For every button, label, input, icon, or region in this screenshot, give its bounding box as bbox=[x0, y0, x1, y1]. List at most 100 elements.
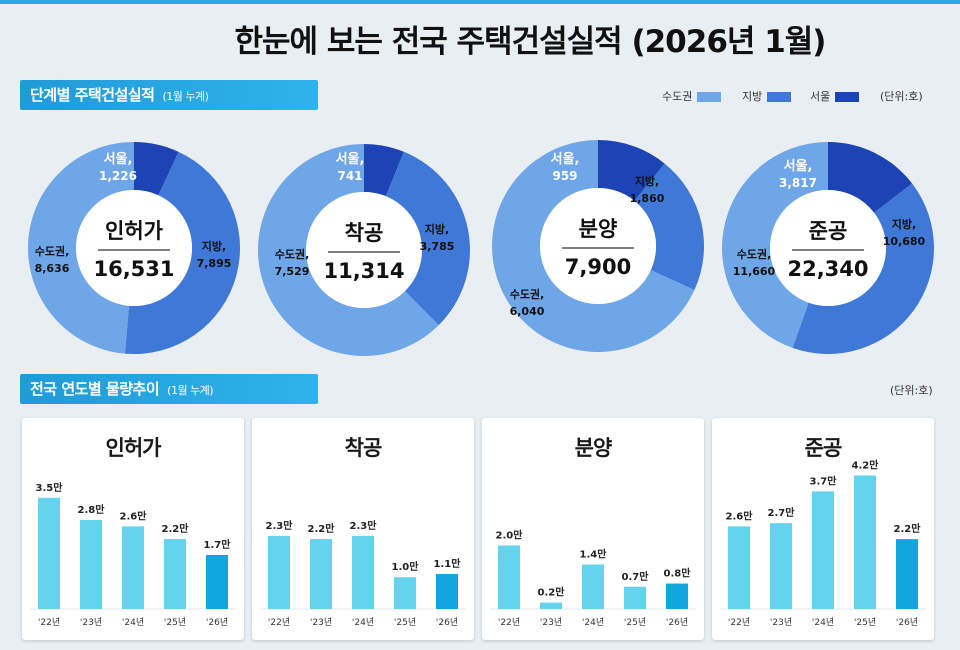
donut-slice-value: 3,785 bbox=[420, 240, 455, 253]
bar-value-label: 2.3만 bbox=[266, 519, 294, 532]
bar bbox=[164, 539, 186, 609]
donut-0: 인허가 16,531 수도권, 8,636 서울, 1,226 지방, 7,895 bbox=[27, 142, 241, 355]
bar-value-label: 2.3만 bbox=[350, 519, 378, 532]
bar-value-label: 0.2만 bbox=[538, 586, 566, 599]
legend-item-seoul: 서울 bbox=[810, 88, 860, 104]
bar-value-label: 2.2만 bbox=[894, 522, 922, 535]
x-tick-label: '23년 bbox=[310, 617, 332, 628]
bar-value-label: 3.5만 bbox=[36, 481, 64, 494]
donut-slice-label: 지방, bbox=[202, 239, 226, 253]
bar-chart-complete: 2.6만 '22년 2.7만 '23년 3.7만 '24년 4.2만 '25년 2.2만 '26년 bbox=[720, 459, 926, 628]
bar-value-label: 2.2만 bbox=[308, 522, 336, 535]
unit-label-top: (단위:호) bbox=[880, 90, 923, 103]
x-tick-label: '24년 bbox=[122, 617, 144, 628]
legend-swatch-local bbox=[767, 92, 792, 102]
donut-slice-label: 서울, bbox=[551, 151, 580, 167]
x-tick-label: '23년 bbox=[540, 617, 562, 628]
bar bbox=[122, 526, 144, 609]
donut-hole bbox=[770, 190, 886, 306]
donut-slice-value: 7,529 bbox=[275, 265, 310, 278]
donut-slice-서울 bbox=[828, 142, 913, 213]
bar bbox=[728, 526, 750, 609]
bar bbox=[394, 577, 416, 609]
bar bbox=[352, 535, 374, 609]
legend-label: 지방 bbox=[742, 90, 763, 103]
bar-value-label: 2.8만 bbox=[78, 503, 106, 516]
x-tick-label: '22년 bbox=[38, 617, 60, 628]
bar-card-complete: 준공 2.6만 '22년 2.7만 '23년 3.7만 '24년 4.2만 '25년 2.2만 '… bbox=[712, 418, 934, 640]
x-tick-label: '23년 bbox=[770, 617, 792, 628]
donut-slice-label: 서울, bbox=[336, 151, 365, 167]
donut-slice-서울 bbox=[364, 144, 404, 197]
donut-hole bbox=[76, 190, 192, 306]
x-tick-label: '22년 bbox=[498, 617, 520, 628]
bar bbox=[310, 539, 332, 609]
bar-card-title: 인허가 bbox=[105, 436, 162, 460]
donut-slice-지방 bbox=[124, 151, 241, 355]
bar bbox=[38, 497, 60, 609]
x-tick-label: '22년 bbox=[728, 617, 750, 628]
bar bbox=[582, 564, 604, 609]
donut-center-label: 착공 bbox=[345, 221, 384, 245]
page-title: 한눈에 보는 전국 주택건설실적 (2026년 1월) bbox=[234, 24, 827, 60]
donut-slice-label: 지방, bbox=[892, 217, 916, 231]
bar bbox=[812, 491, 834, 609]
donut-3: 준공 22,340 수도권, 11,660 서울, 3,817 지방, 10,680 bbox=[722, 142, 934, 354]
donut-hole bbox=[306, 192, 422, 308]
bar-value-label: 1.7만 bbox=[204, 538, 232, 551]
unit-label-bottom: (단위:호) bbox=[890, 384, 933, 397]
donut-total: 16,531 bbox=[93, 257, 174, 281]
donut-slice-지방 bbox=[385, 151, 470, 326]
bar bbox=[206, 554, 228, 609]
donut-total: 22,340 bbox=[787, 257, 868, 281]
section-tab-trend: 전국 연도별 물량추이 (1월 누계) bbox=[20, 374, 318, 404]
bar bbox=[268, 535, 290, 609]
bar bbox=[624, 586, 646, 609]
bar-card-title: 준공 bbox=[804, 436, 843, 460]
donut-charts: 인허가 16,531 수도권, 8,636 서울, 1,226 지방, 7,895 착공 11,3… bbox=[27, 140, 934, 356]
bar-value-label: 4.2만 bbox=[852, 459, 880, 472]
bar-chart-permit: 3.5만 '22년 2.8만 '23년 2.6만 '24년 2.2만 '25년 1.7만 '26년 bbox=[30, 481, 236, 628]
donut-slice-value: 3,817 bbox=[779, 176, 817, 190]
donut-slice-value: 10,680 bbox=[883, 235, 926, 248]
x-tick-label: '22년 bbox=[268, 617, 290, 628]
legend-label: 서울 bbox=[810, 90, 831, 103]
donut-slice-지방 bbox=[634, 163, 704, 291]
donut-slice-value: 1,860 bbox=[630, 192, 665, 205]
donut-slice-label: 지방, bbox=[425, 222, 449, 236]
x-tick-label: '25년 bbox=[624, 617, 646, 628]
donut-slice-label: 지방, bbox=[635, 174, 659, 188]
donut-total: 7,900 bbox=[565, 255, 631, 279]
bar-card-start: 착공 2.3만 '22년 2.2만 '23년 2.3만 '24년 1.0만 '25년 1.1만 '… bbox=[252, 418, 474, 640]
bar bbox=[666, 583, 688, 609]
section-subtitle-stage: (1월 누계) bbox=[162, 90, 209, 103]
donut-slice-지방 bbox=[792, 183, 934, 354]
donut-slice-수도권 bbox=[27, 142, 134, 354]
donut-slice-value: 741 bbox=[337, 169, 362, 183]
donut-slice-label: 수도권, bbox=[737, 248, 772, 261]
x-tick-label: '23년 bbox=[80, 617, 102, 628]
donut-hole bbox=[540, 188, 656, 304]
bar-value-label: 1.1만 bbox=[434, 557, 462, 570]
x-tick-label: '24년 bbox=[812, 617, 834, 628]
legend-swatch-metro bbox=[697, 92, 722, 102]
legend-swatch-seoul bbox=[835, 92, 860, 102]
bar-card-title: 착공 bbox=[344, 436, 383, 460]
donut-center-label: 준공 bbox=[809, 219, 848, 243]
bar bbox=[854, 475, 876, 609]
donut-1: 착공 11,314 수도권, 7,529 서울, 741 지방, 3,785 bbox=[257, 144, 470, 356]
donut-slice-value: 7,895 bbox=[197, 257, 232, 270]
legend-item-local: 지방 bbox=[742, 88, 792, 104]
donut-slice-label: 서울, bbox=[104, 151, 133, 167]
x-tick-label: '26년 bbox=[896, 617, 918, 628]
donut-total: 11,314 bbox=[323, 259, 404, 283]
donut-slice-수도권 bbox=[492, 140, 695, 352]
donut-slice-수도권 bbox=[257, 144, 439, 356]
section-tab-stage: 단계별 주택건설실적 (1월 누계) bbox=[20, 80, 318, 110]
x-tick-label: '25년 bbox=[164, 617, 186, 628]
x-tick-label: '26년 bbox=[436, 617, 458, 628]
bar bbox=[80, 520, 102, 609]
bar bbox=[770, 523, 792, 609]
bar-card-title: 분양 bbox=[574, 436, 613, 460]
donut-slice-value: 6,040 bbox=[510, 305, 545, 318]
